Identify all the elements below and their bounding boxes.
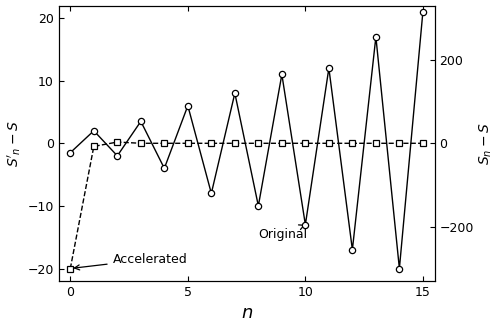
- X-axis label: $n$: $n$: [240, 304, 252, 322]
- Y-axis label: $S_n - S$: $S_n - S$: [478, 122, 494, 165]
- Text: Original: Original: [258, 225, 308, 241]
- Y-axis label: $S'_n - S$: $S'_n - S$: [6, 120, 23, 167]
- Text: Accelerated: Accelerated: [74, 253, 188, 270]
